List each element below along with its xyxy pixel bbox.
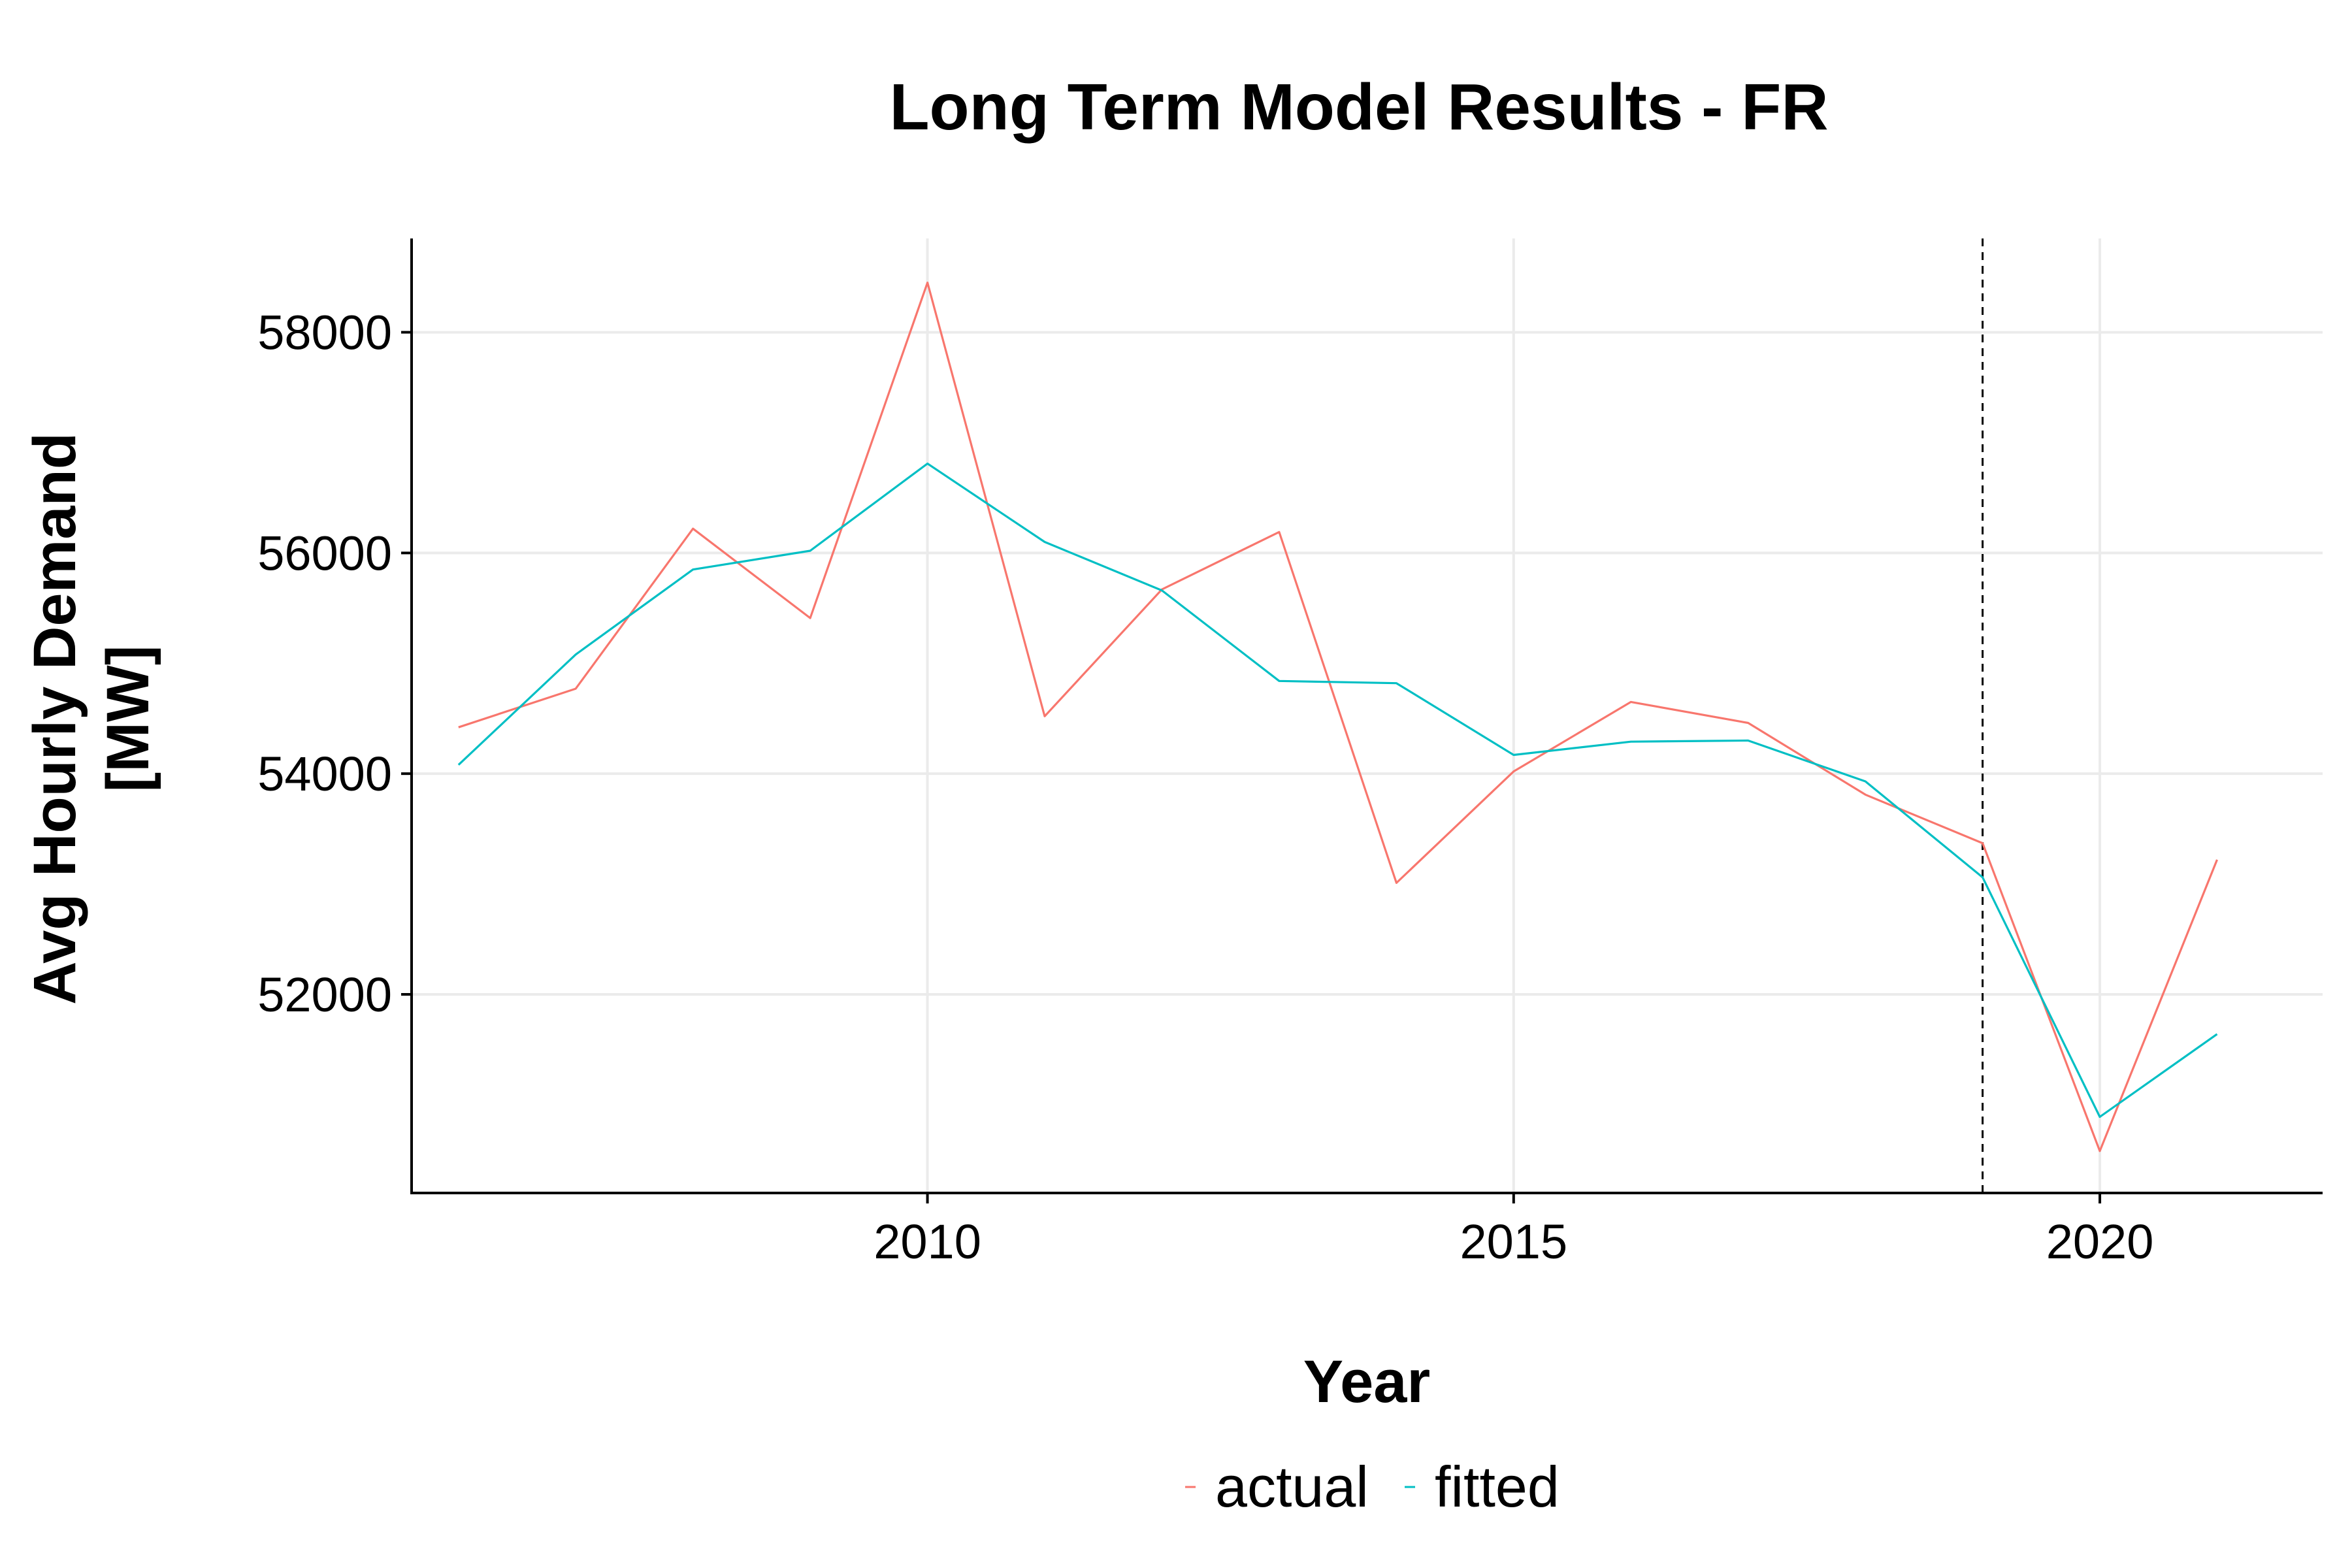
y-axis-ticks: 52000 54000 56000 58000 [257, 306, 412, 1022]
y-tick-label: 58000 [257, 306, 392, 360]
x-tick-label: 2010 [874, 1215, 981, 1269]
legend: actual fitted [1185, 1454, 1560, 1519]
series-line-actual [458, 282, 2218, 1152]
series-lines [457, 282, 2218, 1152]
y-tick-label: 52000 [257, 968, 392, 1022]
y-axis-title: Avg Hourly Demand [MW] [22, 433, 161, 1005]
series-line-fitted [457, 462, 2218, 1119]
x-tick-label: 2015 [1460, 1215, 1567, 1269]
gridlines [412, 238, 2323, 1193]
y-tick-label: 54000 [257, 747, 392, 801]
y-axis-title-line-1: Avg Hourly Demand [22, 433, 88, 1005]
legend-label-fitted: fitted [1435, 1454, 1560, 1519]
x-tick-label: 2020 [2046, 1215, 2154, 1269]
y-axis-title-line-2: [MW] [95, 645, 161, 792]
legend-label-actual: actual [1215, 1454, 1369, 1519]
x-axis-title: Year [1303, 1348, 1430, 1415]
x-axis-ticks: 2010 2015 2020 [874, 1193, 2153, 1269]
y-tick-label: 56000 [257, 526, 392, 580]
chart-title: Long Term Model Results - FR [889, 71, 1828, 144]
